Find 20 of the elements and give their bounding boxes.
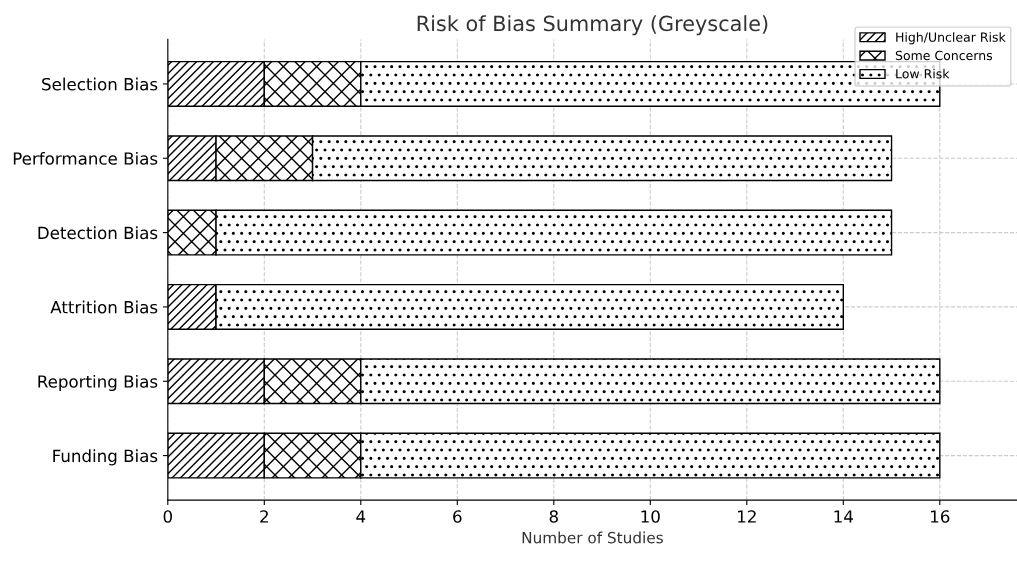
x-tick-label: 16 bbox=[931, 510, 950, 523]
y-tick-label: Performance Bias bbox=[13, 151, 158, 165]
x-axis-title: Number of Studies bbox=[522, 531, 663, 544]
x-tick-label: 2 bbox=[260, 510, 268, 523]
x-tick-label: 6 bbox=[453, 510, 462, 523]
y-tick-label: Selection Bias bbox=[42, 77, 158, 91]
legend-label: Low Risk bbox=[896, 68, 950, 79]
y-tick-label: Reporting Bias bbox=[38, 374, 158, 392]
y-tick-label: Attrition Bias bbox=[50, 300, 158, 314]
y-tick-label: Funding Bias bbox=[53, 449, 158, 466]
x-tick-label: 14 bbox=[834, 510, 853, 523]
x-tick-label: 0 bbox=[163, 510, 172, 523]
x-tick-label: 10 bbox=[641, 510, 660, 523]
y-tick-label: Detection Bias bbox=[38, 226, 158, 240]
legend-label: Some Concerns bbox=[895, 50, 993, 61]
x-tick-label: 12 bbox=[738, 510, 756, 523]
x-tick-label: 4 bbox=[356, 510, 366, 523]
legend-label: High/Unclear Risk bbox=[896, 32, 1006, 45]
chart-title: Risk of Bias Summary (Greyscale) bbox=[417, 15, 768, 36]
x-tick-label: 8 bbox=[549, 510, 558, 523]
